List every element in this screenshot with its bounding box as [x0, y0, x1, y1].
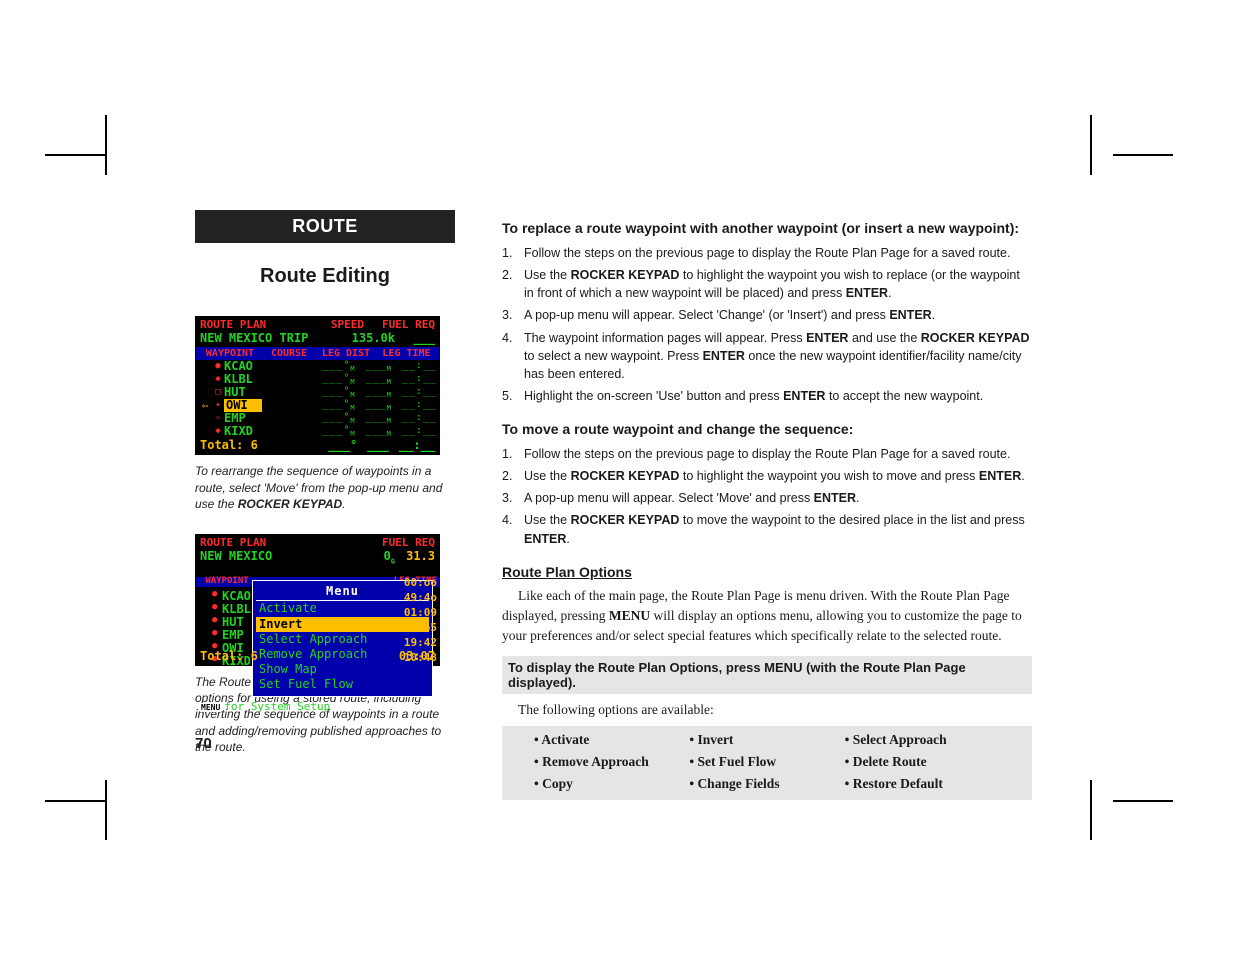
crop-mark — [105, 115, 107, 175]
rpo-paragraph: Like each of the main page, the Route Pl… — [502, 586, 1032, 647]
step-item: Use the ROCKER KEYPAD to move the waypoi… — [502, 511, 1032, 547]
option-item: Remove Approach — [534, 754, 689, 770]
heading-replace: To replace a route waypoint with another… — [502, 220, 1032, 236]
step-item: Follow the steps on the previous page to… — [502, 244, 1032, 262]
screenshot-route-menu: ROUTE PLANFUEL REQNEW MEXICO0G31.3WAYPOI… — [195, 534, 440, 666]
crop-mark — [45, 154, 105, 156]
step-item: The waypoint information pages will appe… — [502, 329, 1032, 383]
option-item: Select Approach — [845, 732, 1000, 748]
crop-mark — [1113, 800, 1173, 802]
page: ROUTE Route Editing ROUTE PLANSPEEDFUEL … — [0, 0, 1235, 954]
option-item: Restore Default — [845, 776, 1000, 792]
rpo-follow: The following options are available: — [502, 702, 1032, 718]
step-item: Use the ROCKER KEYPAD to highlight the w… — [502, 467, 1032, 485]
crop-mark — [1113, 154, 1173, 156]
option-item: Copy — [534, 776, 689, 792]
option-item: Invert — [689, 732, 844, 748]
step-item: A pop-up menu will appear. Select 'Move'… — [502, 489, 1032, 507]
option-item: Delete Route — [845, 754, 1000, 770]
step-item: Follow the steps on the previous page to… — [502, 445, 1032, 463]
option-item: Set Fuel Flow — [689, 754, 844, 770]
left-column: ROUTE Route Editing ROUTE PLANSPEEDFUEL … — [195, 210, 455, 777]
steps-move: Follow the steps on the previous page to… — [502, 445, 1032, 548]
step-item: Use the ROCKER KEYPAD to highlight the w… — [502, 266, 1032, 302]
crop-mark — [105, 780, 107, 840]
page-number: 70 — [195, 735, 212, 752]
options-grid: ActivateInvertSelect Approach Remove Appr… — [502, 726, 1032, 800]
banner: ROUTE — [195, 210, 455, 243]
crop-mark — [1090, 780, 1092, 840]
step-item: Highlight the on-screen 'Use' button and… — [502, 387, 1032, 405]
steps-replace: Follow the steps on the previous page to… — [502, 244, 1032, 405]
screenshot-route-plan: ROUTE PLANSPEEDFUEL REQNEW MEXICO TRIP13… — [195, 316, 440, 455]
heading-route-plan-options: Route Plan Options — [502, 564, 1032, 580]
crop-mark — [1090, 115, 1092, 175]
right-column: To replace a route waypoint with another… — [502, 220, 1032, 800]
option-item: Activate — [534, 732, 689, 748]
crop-mark — [45, 800, 105, 802]
caption-1: To rearrange the sequence of waypoints i… — [195, 463, 447, 512]
subtitle: Route Editing — [195, 265, 455, 288]
step-item: A pop-up menu will appear. Select 'Chang… — [502, 306, 1032, 324]
rpo-display-heading: To display the Route Plan Options, press… — [502, 656, 1032, 694]
heading-move: To move a route waypoint and change the … — [502, 421, 1032, 437]
option-item: Change Fields — [689, 776, 844, 792]
